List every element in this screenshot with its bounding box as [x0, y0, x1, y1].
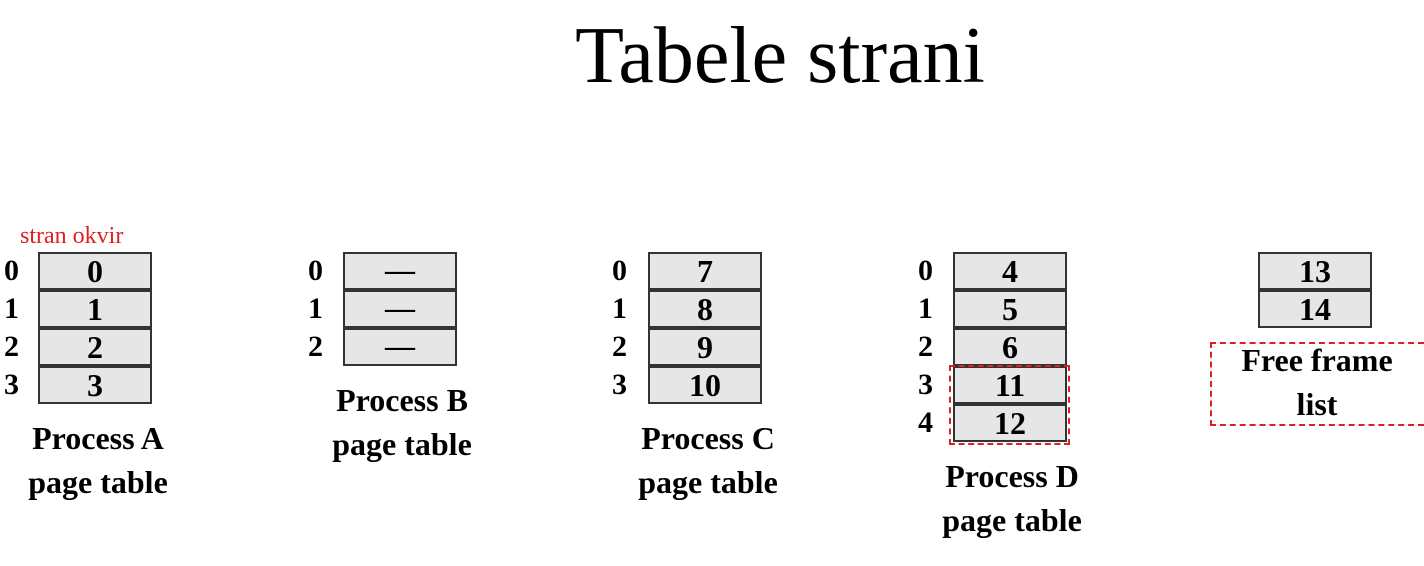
- process-d-highlight-box: [949, 365, 1070, 445]
- process-b-page-number: 2: [308, 330, 323, 363]
- free-frame-list-caption: list: [1296, 386, 1338, 422]
- process-c-caption: Process C: [641, 420, 775, 456]
- process-a-caption: page table: [28, 464, 168, 500]
- process-b-caption: Process B: [336, 382, 468, 418]
- process-c-page-number: 2: [612, 330, 627, 363]
- process-d-frame-cell: 6: [953, 328, 1067, 366]
- page-title: Tabele strani: [575, 12, 985, 100]
- process-c-page-number: 0: [612, 254, 627, 287]
- process-b-page-number: 0: [308, 254, 323, 287]
- process-d-page-number: 3: [918, 368, 933, 401]
- process-d-page-number: 2: [918, 330, 933, 363]
- process-d-page-number: 4: [918, 406, 933, 439]
- process-c-caption: page table: [638, 464, 778, 500]
- process-d-frame-cell: 5: [953, 290, 1067, 328]
- frame-annotation-label: stran okvir: [20, 223, 124, 249]
- process-d-page-number: 1: [918, 292, 933, 325]
- free-frame-cell: 13: [1258, 252, 1372, 290]
- process-b-frame-cell: —: [343, 290, 457, 328]
- process-d-caption: Process D: [945, 458, 1079, 494]
- process-a-frame-cell: 2: [38, 328, 152, 366]
- process-a-frame-cell: 0: [38, 252, 152, 290]
- process-d-frame-cell: 11: [953, 366, 1067, 404]
- free-frame-cell: 14: [1258, 290, 1372, 328]
- process-a-caption: Process A: [32, 420, 164, 456]
- process-c-frame-cell: 10: [648, 366, 762, 404]
- process-c-page-number: 3: [612, 368, 627, 401]
- free-frame-list-box: [1210, 342, 1424, 426]
- process-b-frame-cell: —: [343, 252, 457, 290]
- process-c-frame-cell: 9: [648, 328, 762, 366]
- process-d-frame-cell: 4: [953, 252, 1067, 290]
- process-b-page-number: 1: [308, 292, 323, 325]
- process-a-page-number: 1: [4, 292, 19, 325]
- process-d-frame-cell: 12: [953, 404, 1067, 442]
- process-a-frame-cell: 1: [38, 290, 152, 328]
- process-c-frame-cell: 7: [648, 252, 762, 290]
- process-d-page-number: 0: [918, 254, 933, 287]
- process-a-page-number: 0: [4, 254, 19, 287]
- process-a-frame-cell: 3: [38, 366, 152, 404]
- process-b-frame-cell: —: [343, 328, 457, 366]
- process-c-page-number: 1: [612, 292, 627, 325]
- free-frame-list-caption: Free frame: [1241, 342, 1393, 378]
- process-a-page-number: 2: [4, 330, 19, 363]
- process-c-frame-cell: 8: [648, 290, 762, 328]
- process-a-page-number: 3: [4, 368, 19, 401]
- process-d-caption: page table: [942, 502, 1082, 538]
- process-b-caption: page table: [332, 426, 472, 462]
